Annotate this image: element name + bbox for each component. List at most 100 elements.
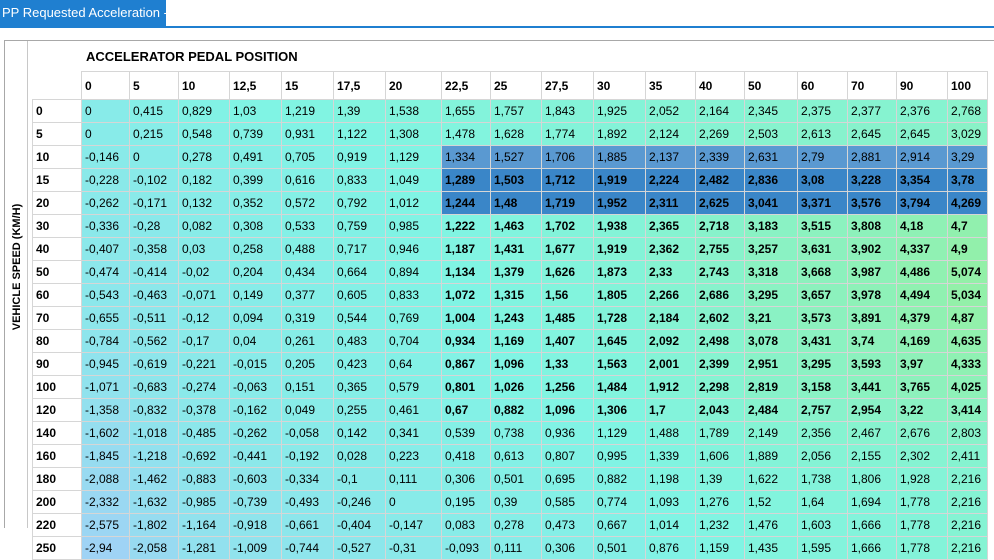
column-header[interactable]: 0: [81, 71, 130, 100]
table-cell[interactable]: 0,258: [229, 237, 282, 261]
row-header[interactable]: 30: [32, 214, 82, 238]
table-cell[interactable]: 4,337: [896, 237, 948, 261]
table-cell[interactable]: 1,666: [847, 536, 897, 560]
table-cell[interactable]: 1,873: [593, 260, 646, 284]
table-cell[interactable]: 0,548: [178, 122, 230, 146]
table-cell[interactable]: 3,295: [744, 283, 798, 307]
table-cell[interactable]: 0,461: [385, 398, 442, 422]
table-cell[interactable]: 1,712: [541, 168, 594, 192]
table-cell[interactable]: 1,129: [593, 421, 646, 445]
table-cell[interactable]: -0,543: [81, 283, 130, 307]
table-cell[interactable]: 0,829: [178, 99, 230, 123]
column-header[interactable]: 5: [129, 71, 179, 100]
table-cell[interactable]: 0,049: [281, 398, 334, 422]
table-cell[interactable]: 0,215: [129, 122, 179, 146]
table-cell[interactable]: 0,544: [333, 306, 386, 330]
table-cell[interactable]: -0,063: [229, 375, 282, 399]
table-cell[interactable]: 1,315: [490, 283, 542, 307]
table-cell[interactable]: 1,702: [541, 214, 594, 238]
table-cell[interactable]: 2,602: [695, 306, 745, 330]
table-cell[interactable]: 0,278: [178, 145, 230, 169]
table-cell[interactable]: 2,757: [797, 398, 848, 422]
table-cell[interactable]: 1,256: [541, 375, 594, 399]
table-cell[interactable]: 2,377: [847, 99, 897, 123]
table-cell[interactable]: 2,216: [947, 490, 988, 514]
table-cell[interactable]: 2,224: [645, 168, 696, 192]
table-cell[interactable]: 2,645: [896, 122, 948, 146]
table-cell[interactable]: -0,334: [281, 467, 334, 491]
table-cell[interactable]: 2,676: [896, 421, 948, 445]
table-cell[interactable]: 0,833: [385, 283, 442, 307]
row-header[interactable]: 10: [32, 145, 82, 169]
table-cell[interactable]: -0,1: [333, 467, 386, 491]
table-cell[interactable]: 0: [81, 99, 130, 123]
table-cell[interactable]: 3,902: [847, 237, 897, 261]
row-header[interactable]: 200: [32, 490, 82, 514]
table-cell[interactable]: 0,204: [229, 260, 282, 284]
table-cell[interactable]: 0,03: [178, 237, 230, 261]
column-header[interactable]: 17,5: [333, 71, 386, 100]
table-cell[interactable]: 0,67: [441, 398, 491, 422]
table-cell[interactable]: 1,503: [490, 168, 542, 192]
table-cell[interactable]: 1,805: [593, 283, 646, 307]
table-cell[interactable]: -0,441: [229, 444, 282, 468]
table-cell[interactable]: 1,952: [593, 191, 646, 215]
column-header[interactable]: 25: [490, 71, 542, 100]
table-cell[interactable]: 2,645: [847, 122, 897, 146]
table-cell[interactable]: 1,276: [695, 490, 745, 514]
table-cell[interactable]: 3,228: [847, 168, 897, 192]
table-cell[interactable]: -0,474: [81, 260, 130, 284]
table-cell[interactable]: -0,262: [81, 191, 130, 215]
row-header[interactable]: 70: [32, 306, 82, 330]
table-cell[interactable]: -0,28: [129, 214, 179, 238]
table-cell[interactable]: 0,704: [385, 329, 442, 353]
table-cell[interactable]: 2,881: [847, 145, 897, 169]
table-cell[interactable]: 1,198: [645, 467, 696, 491]
table-cell[interactable]: 0,533: [281, 214, 334, 238]
table-cell[interactable]: 2,836: [744, 168, 798, 192]
table-cell[interactable]: 1,096: [490, 352, 542, 376]
table-cell[interactable]: -0,071: [178, 283, 230, 307]
table-cell[interactable]: -0,058: [281, 421, 334, 445]
table-cell[interactable]: 0,205: [281, 352, 334, 376]
table-cell[interactable]: 3,431: [797, 329, 848, 353]
table-cell[interactable]: -2,088: [81, 467, 130, 491]
table-cell[interactable]: -0,17: [178, 329, 230, 353]
table-cell[interactable]: 0,774: [593, 490, 646, 514]
table-cell[interactable]: 2,056: [797, 444, 848, 468]
table-cell[interactable]: 2,269: [695, 122, 745, 146]
table-cell[interactable]: 3,078: [744, 329, 798, 353]
table-cell[interactable]: -0,493: [281, 490, 334, 514]
table-cell[interactable]: 0,792: [333, 191, 386, 215]
table-cell[interactable]: 0,769: [385, 306, 442, 330]
table-cell[interactable]: 0,64: [385, 352, 442, 376]
table-cell[interactable]: 0,946: [385, 237, 442, 261]
table-cell[interactable]: -0,832: [129, 398, 179, 422]
table-cell[interactable]: 3,29: [947, 145, 988, 169]
table-cell[interactable]: 0: [129, 145, 179, 169]
table-cell[interactable]: 1,889: [744, 444, 798, 468]
table-cell[interactable]: 1,706: [541, 145, 594, 169]
table-cell[interactable]: 1,289: [441, 168, 491, 192]
table-cell[interactable]: -0,192: [281, 444, 334, 468]
table-cell[interactable]: 2,951: [744, 352, 798, 376]
row-header[interactable]: 100: [32, 375, 82, 399]
column-header[interactable]: 15: [281, 71, 334, 100]
table-cell[interactable]: 0,931: [281, 122, 334, 146]
table-cell[interactable]: 0,308: [229, 214, 282, 238]
table-cell[interactable]: 2,216: [947, 513, 988, 537]
table-cell[interactable]: 3,573: [797, 306, 848, 330]
table-cell[interactable]: 1,012: [385, 191, 442, 215]
table-cell[interactable]: 0,04: [229, 329, 282, 353]
table-cell[interactable]: 4,494: [896, 283, 948, 307]
row-header[interactable]: 80: [32, 329, 82, 353]
table-cell[interactable]: -0,102: [129, 168, 179, 192]
table-cell[interactable]: 3,978: [847, 283, 897, 307]
table-cell[interactable]: 0,833: [333, 168, 386, 192]
table-cell[interactable]: -0,262: [229, 421, 282, 445]
row-header[interactable]: 0: [32, 99, 82, 123]
table-cell[interactable]: -0,683: [129, 375, 179, 399]
table-cell[interactable]: 0,255: [333, 398, 386, 422]
table-cell[interactable]: -0,739: [229, 490, 282, 514]
row-header[interactable]: 40: [32, 237, 82, 261]
